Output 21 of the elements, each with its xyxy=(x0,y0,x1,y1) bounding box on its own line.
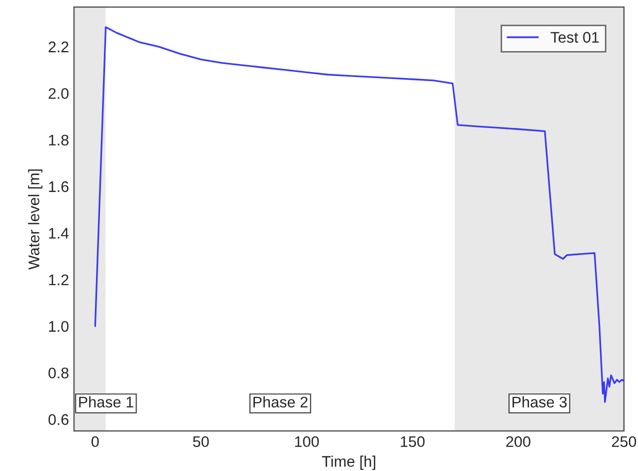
x-tick-label: 50 xyxy=(193,436,209,448)
x-tick-label: 200 xyxy=(506,436,530,448)
y-tick-label: 2.0 xyxy=(48,88,69,99)
x-tick-label: 150 xyxy=(400,436,425,448)
y-tick-label: 1.2 xyxy=(49,274,68,286)
y-tick-label: 1.0 xyxy=(49,321,69,332)
legend-label: Test 01 xyxy=(550,32,599,43)
y-axis-title: Water level [m] xyxy=(28,169,42,270)
band-label: Phase 3 xyxy=(512,396,567,408)
x-axis-title: Time [h] xyxy=(322,456,376,470)
y-tick-label: 1.4 xyxy=(49,228,69,239)
y-tick-label: 0.6 xyxy=(48,414,68,426)
y-tick-label: 1.8 xyxy=(49,134,68,146)
band-label: Phase 2 xyxy=(253,396,308,408)
x-tick-label: 0 xyxy=(92,436,99,448)
x-tick-label: 100 xyxy=(295,436,319,448)
y-tick-label: 2.2 xyxy=(48,42,68,52)
y-tick-label: 0.8 xyxy=(48,368,68,378)
x-tick-label: 250 xyxy=(612,436,636,448)
band-label: Phase 1 xyxy=(79,396,134,408)
y-tick-label: 1.6 xyxy=(49,181,68,192)
